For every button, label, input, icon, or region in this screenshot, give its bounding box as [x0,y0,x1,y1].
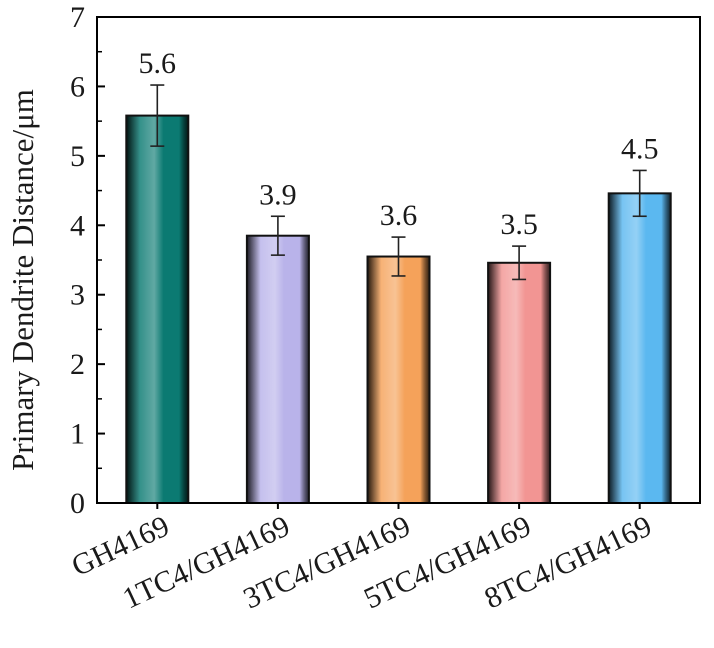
bar-highlight-2 [367,256,430,503]
bars-layer [125,114,672,505]
y-axis-ticks: 0 1 2 3 4 5 6 7 [70,1,105,520]
x-axis-ticks: GH41691TC4/GH41693TC4/GH41695TC4/GH41698… [67,503,657,615]
data-label-0: 5.6 [139,47,177,80]
y-tick-label-7: 7 [70,1,85,34]
bar-highlight-4 [608,193,671,503]
y-tick-label-3: 3 [70,279,85,312]
y-tick-label-4: 4 [70,209,85,242]
data-label-2: 3.6 [380,199,418,232]
bar-highlight-1 [246,235,309,503]
data-labels-layer: 5.6 3.9 3.6 3.5 4.5 [139,47,659,241]
data-label-3: 3.5 [500,208,538,241]
data-label-4: 4.5 [621,132,659,165]
y-axis-label: Primary Dendrite Distance/μm [5,89,40,471]
y-tick-label-5: 5 [70,140,85,173]
y-tick-label-1: 1 [70,418,85,451]
y-tick-label-0: 0 [70,487,85,520]
bar-highlight-3 [488,262,551,503]
bar-highlight-0 [126,115,189,504]
y-tick-label-6: 6 [70,70,85,103]
data-label-1: 3.9 [259,178,297,211]
y-tick-label-2: 2 [70,348,85,381]
error-bars-layer [150,84,647,281]
